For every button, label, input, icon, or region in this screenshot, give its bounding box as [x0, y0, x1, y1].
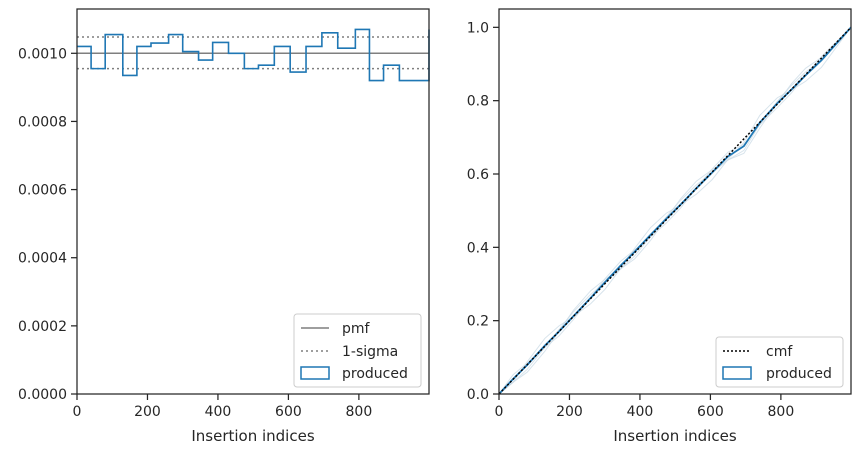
right-x-tick-label: 400 — [627, 404, 654, 420]
left-x-axis-label: Insertion indices — [191, 427, 314, 445]
produced-histogram-step — [77, 28, 430, 82]
left-chart-panel: 0 200 400 600 800 0.00000.00020.00040.00060.… — [18, 8, 430, 445]
right-legend-box — [715, 336, 844, 388]
right-x-tick-label: 0 — [495, 404, 504, 420]
left-y-tick-label: 0.0000 — [18, 387, 67, 403]
legend-produced-swatch-right — [722, 366, 752, 380]
legend-produced-label-right: produced — [766, 366, 832, 382]
left-y-tick-label: 0.0006 — [18, 183, 67, 199]
right-legend: cmf produced — [715, 336, 844, 388]
left-x-tick-label: 0 — [73, 404, 82, 420]
legend-produced-swatch — [300, 366, 330, 380]
right-y-tick-label: 0.4 — [467, 240, 489, 256]
left-axes-frame — [76, 8, 430, 395]
right-x-tick-label: 600 — [697, 404, 724, 420]
right-chart-panel: 0 200 400 600 800 0.0 0.2 0.4 0.6 0.8 1.0 Inserti… — [467, 8, 852, 445]
left-y-tick-label: 0.0010 — [18, 46, 67, 62]
right-x-tick-label: 800 — [768, 404, 795, 420]
legend-cmf-label: cmf — [766, 344, 793, 360]
cmf-reference-line — [498, 26, 852, 395]
produced-sample-band-line — [498, 27, 852, 395]
left-y-tick-label: 0.0008 — [18, 114, 67, 130]
right-axes-frame — [498, 8, 852, 395]
right-x-axis-label: Insertion indices — [613, 427, 736, 445]
left-x-tick-label: 200 — [134, 404, 161, 420]
left-legend-box — [293, 313, 422, 388]
right-plot-area — [498, 26, 852, 395]
left-x-tick-label: 800 — [346, 404, 373, 420]
produced-sample-band-line — [498, 26, 852, 395]
left-x-ticks: 0 200 400 600 800 — [73, 394, 373, 420]
right-x-tick-label: 200 — [556, 404, 583, 420]
left-y-tick-label: 0.0004 — [18, 251, 67, 267]
left-x-tick-label: 400 — [205, 404, 232, 420]
legend-produced-label: produced — [342, 366, 408, 382]
left-legend: pmf 1-sigma produced — [293, 313, 422, 388]
right-y-tick-label: 0.8 — [467, 94, 489, 110]
right-y-ticks: 0.0 0.2 0.4 0.6 0.8 1.0 — [467, 20, 499, 403]
left-x-tick-label: 600 — [275, 404, 302, 420]
right-y-tick-label: 0.0 — [467, 387, 489, 403]
right-x-ticks: 0 200 400 600 800 — [495, 394, 795, 420]
right-y-tick-label: 0.6 — [467, 167, 489, 183]
left-y-tick-label: 0.0002 — [18, 319, 67, 335]
left-plot-area — [77, 28, 430, 82]
legend-sigma-label: 1-sigma — [342, 344, 398, 360]
right-y-tick-label: 0.2 — [467, 314, 489, 330]
right-y-tick-label: 1.0 — [467, 20, 489, 36]
legend-pmf-label: pmf — [342, 321, 371, 337]
left-y-ticks: 0.0000 0.0002 0.0004 0.0006 0.0008 0.0010 — [18, 46, 77, 403]
